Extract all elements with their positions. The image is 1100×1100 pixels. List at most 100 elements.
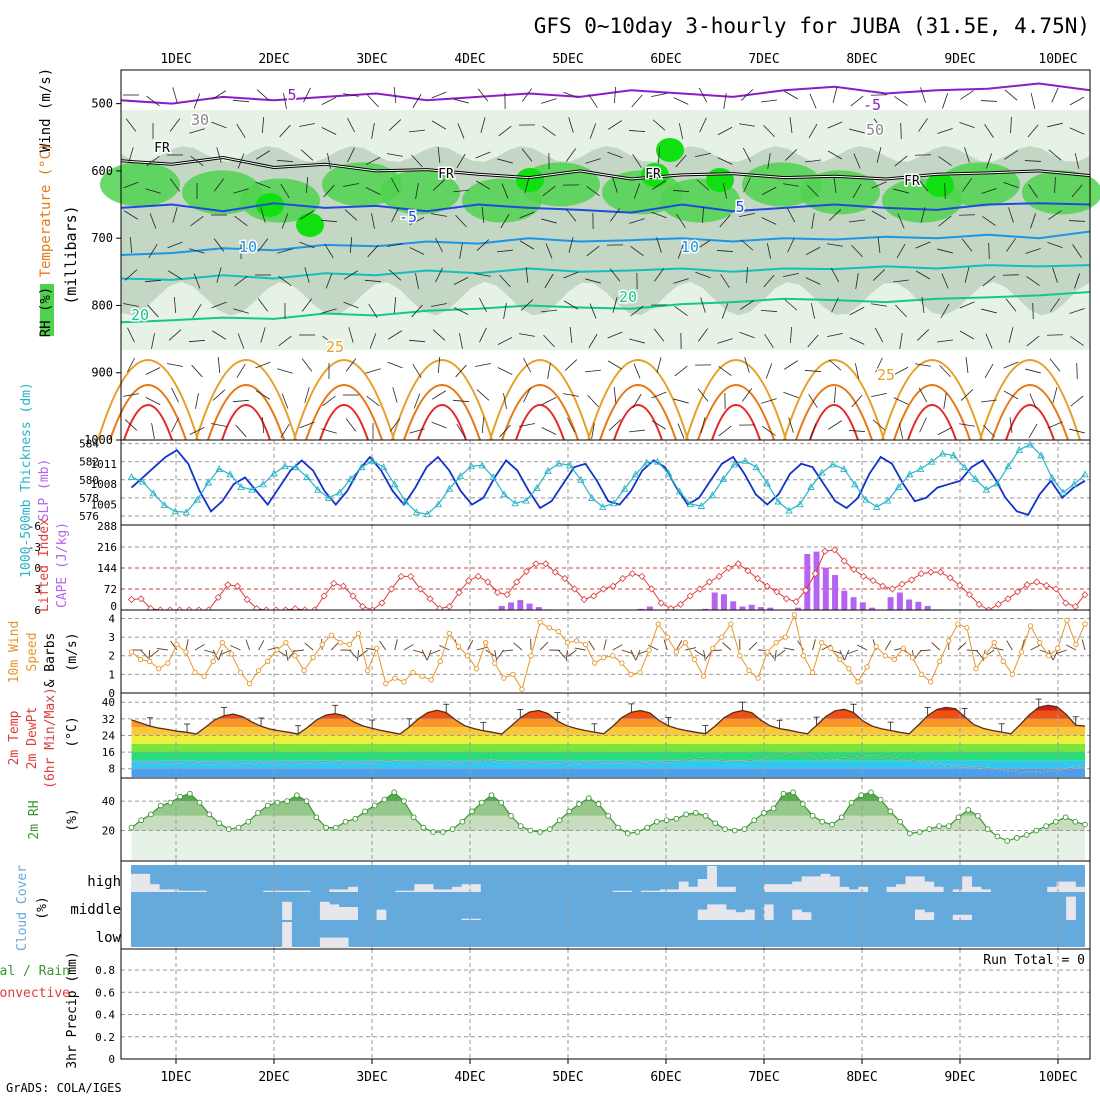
cloud-bar-high <box>178 890 188 892</box>
wind-speed-point <box>510 671 516 678</box>
cape-tick-label: 216 <box>97 541 117 554</box>
cloud-bar-middle <box>924 912 935 920</box>
wind-barb <box>722 183 728 199</box>
wind-barb <box>656 357 662 373</box>
rh2m-point <box>187 790 193 797</box>
li-point <box>715 572 723 580</box>
wind-barb <box>409 247 425 255</box>
thickness-point <box>993 479 1002 487</box>
wind-barb <box>1069 308 1085 314</box>
wind-speed-point <box>319 641 325 648</box>
thickness-point <box>171 507 180 515</box>
wind-barb <box>658 146 660 164</box>
wind-barb <box>189 248 205 254</box>
wind-barb <box>834 386 836 404</box>
wind-speed-point <box>819 640 825 646</box>
wind-speed-point <box>855 679 861 685</box>
wind-barb <box>364 279 382 283</box>
li-point <box>493 588 502 597</box>
wind-speed-point <box>782 634 788 640</box>
wind-barb <box>918 387 928 403</box>
rh2m-point <box>547 826 553 832</box>
precip-tick-label: 0.2 <box>95 1031 115 1044</box>
wind-barb <box>959 122 975 128</box>
thickness-point <box>840 464 848 472</box>
rh2m-point <box>430 829 436 835</box>
wind-barb <box>628 130 646 132</box>
cloud-bar-middle <box>744 909 755 920</box>
wind-barb <box>212 90 226 100</box>
wind-speed-point <box>728 621 734 627</box>
wind-barb <box>854 363 860 379</box>
wind-barb-10m <box>635 649 641 661</box>
wind-barb <box>123 303 139 307</box>
bottom-day-label: 7DEC <box>748 1070 779 1085</box>
wind-speed-point <box>628 671 634 678</box>
thickness-point <box>949 451 958 459</box>
wind-barb <box>853 153 861 169</box>
wind-barb-10m <box>403 644 414 651</box>
thickness-point <box>862 495 870 503</box>
wind-speed-point <box>301 667 307 674</box>
isotherm-35 <box>123 404 173 441</box>
wind-barb-10m <box>330 641 340 651</box>
thickness-point <box>193 495 202 503</box>
wind-speed-point <box>183 649 189 655</box>
cape-bar <box>896 592 903 610</box>
cloud-bar-high <box>187 890 198 892</box>
freezing-level-inner <box>120 156 1091 180</box>
wind-barb <box>323 184 335 198</box>
wind-barb <box>542 185 556 197</box>
wind-barb <box>234 275 248 287</box>
wind-barb <box>783 90 799 100</box>
wind-barb <box>476 239 490 251</box>
isotherm-35 <box>515 404 565 441</box>
wind-barb <box>1074 153 1080 169</box>
wind-barb <box>233 308 249 314</box>
rh2m-point <box>498 799 505 806</box>
li-point <box>946 574 954 582</box>
wind-barb <box>475 273 491 277</box>
cloud-bar-high <box>263 890 273 892</box>
wind-barb <box>409 129 425 133</box>
cloud-bar-middle <box>726 909 736 920</box>
wind-barb <box>256 89 270 101</box>
wind-barb <box>523 357 531 373</box>
wind-barb <box>1074 273 1080 289</box>
wind-barb <box>980 100 998 102</box>
cloud-bar-high <box>140 873 151 892</box>
wind-barb-10m <box>884 640 892 651</box>
wind-barb <box>413 393 421 409</box>
temp-tick-label: 32 <box>102 713 115 726</box>
cloud-bar-high <box>338 889 349 892</box>
cape-bar <box>517 600 524 610</box>
rh2m-point <box>654 818 660 825</box>
wind-barb <box>698 87 708 103</box>
cape-tick-label: 288 <box>97 520 117 533</box>
wind-barb <box>607 331 623 339</box>
thickness-point <box>555 459 563 467</box>
wind-speed-point <box>210 658 216 664</box>
li-point <box>936 568 945 576</box>
wind-barb <box>674 365 688 377</box>
bottom-day-label: 1DEC <box>160 1070 191 1085</box>
thickness-point <box>160 501 169 509</box>
cloud-bar-high <box>282 890 292 892</box>
thickness-point <box>752 463 760 471</box>
li-point <box>927 568 935 576</box>
wind-barb-10m <box>394 639 398 651</box>
li-point <box>802 586 810 594</box>
wind-barb <box>261 116 265 134</box>
wind-barb <box>217 356 221 374</box>
cloud-bar-middle <box>461 918 472 920</box>
contour-label: 5 <box>287 86 296 104</box>
cloud-bar-high <box>433 889 444 892</box>
wind-speed-point <box>492 660 498 666</box>
li-point <box>619 574 627 583</box>
wind-speed-point <box>746 667 752 674</box>
cape-bar <box>906 599 913 610</box>
wind-barb-10m <box>914 649 922 659</box>
wind-barb <box>632 393 642 409</box>
wind-barb <box>586 245 600 257</box>
thickness-point <box>467 462 476 470</box>
